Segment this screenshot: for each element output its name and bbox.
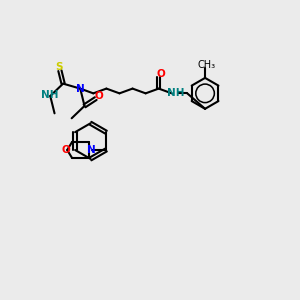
Text: O: O bbox=[94, 92, 103, 101]
Text: CH₃: CH₃ bbox=[197, 60, 215, 70]
Text: NH: NH bbox=[167, 88, 184, 98]
Text: N: N bbox=[76, 84, 85, 94]
Text: O: O bbox=[61, 145, 70, 155]
Text: O: O bbox=[157, 69, 166, 79]
Text: S: S bbox=[55, 62, 63, 72]
Text: NH: NH bbox=[41, 90, 58, 100]
Text: N: N bbox=[87, 145, 95, 155]
